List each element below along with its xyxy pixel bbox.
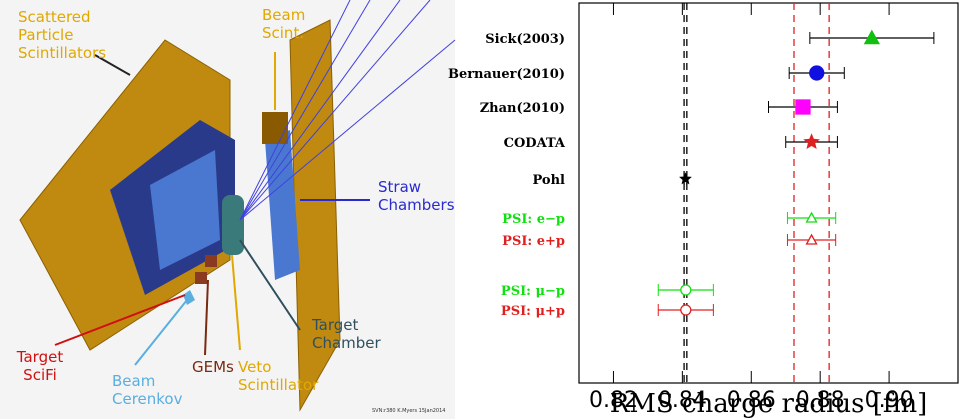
straw-chamber bbox=[265, 130, 300, 280]
credit: SVN:r380 K.Myers 15Jan2014 bbox=[372, 408, 445, 414]
gem bbox=[195, 272, 207, 284]
scintillator-wall bbox=[289, 19, 341, 412]
diagram-label: Beam bbox=[262, 6, 305, 24]
diagram-label: Target bbox=[16, 348, 64, 366]
diagram-label: Scint. bbox=[262, 24, 304, 42]
diagram-label: Scintillator bbox=[238, 376, 319, 394]
gem bbox=[205, 255, 217, 267]
x-tick-label: 0.82 bbox=[589, 388, 638, 413]
row-label: Sick(2003) bbox=[485, 32, 565, 47]
marker bbox=[805, 233, 818, 245]
diagram-label: Particle bbox=[18, 26, 73, 44]
diagram-label: Beam bbox=[112, 372, 155, 390]
marker bbox=[679, 172, 692, 185]
row-label: Zhan(2010) bbox=[480, 101, 565, 116]
diagram-label: Target bbox=[311, 316, 359, 334]
row-label: PSI: μ−p bbox=[501, 284, 565, 299]
row-label: Bernauer(2010) bbox=[448, 67, 565, 82]
row-label: Pohl bbox=[533, 173, 566, 188]
diagram-label: SciFi bbox=[23, 366, 57, 384]
row-label: PSI: μ+p bbox=[501, 304, 565, 319]
marker bbox=[805, 211, 818, 223]
marker bbox=[809, 65, 825, 81]
target-chamber bbox=[222, 195, 244, 255]
tracks bbox=[239, 0, 456, 221]
marker bbox=[680, 284, 692, 296]
x-tick-label: 0.88 bbox=[796, 388, 845, 413]
x-tick-label: 0.86 bbox=[727, 388, 776, 413]
plot-frame bbox=[578, 2, 959, 384]
leader-lines bbox=[54, 52, 370, 366]
diagram-label: Veto bbox=[238, 358, 271, 376]
row-label: CODATA bbox=[504, 136, 566, 151]
marker bbox=[803, 133, 820, 150]
diagram-label: Chambers bbox=[378, 196, 455, 214]
x-axis-label: RMS charge radius [fm] bbox=[610, 389, 928, 419]
marker bbox=[680, 304, 692, 316]
x-tick-label: 0.90 bbox=[865, 388, 914, 413]
row-label: PSI: e+p bbox=[502, 234, 565, 249]
row-label: PSI: e−p bbox=[502, 212, 565, 227]
diagram-label: GEMs bbox=[192, 358, 234, 376]
x-tick-label: 0.84 bbox=[658, 388, 707, 413]
diagram-label: Chamber bbox=[312, 334, 382, 352]
beam-scintillator bbox=[262, 112, 288, 144]
chamber-panel bbox=[150, 150, 220, 270]
diagram-label: Cerenkov bbox=[112, 390, 183, 408]
diagram-label: Scintillators bbox=[18, 44, 106, 62]
marker bbox=[863, 29, 880, 45]
detector-drawing bbox=[0, 0, 456, 419]
diagram-label: Straw bbox=[378, 178, 421, 196]
diagram-label: Scattered bbox=[18, 8, 91, 26]
marker bbox=[795, 99, 811, 115]
